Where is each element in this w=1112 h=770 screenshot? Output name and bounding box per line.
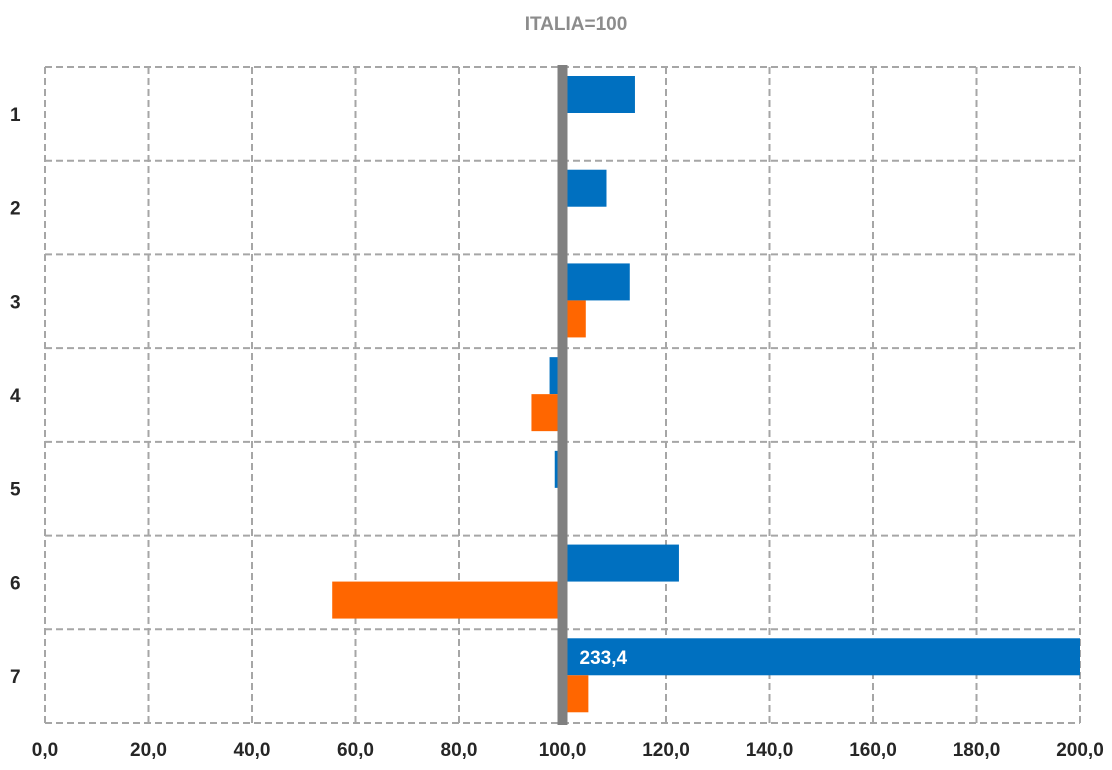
bar-series-1-cat-2 (567, 169, 607, 207)
chart-title: ITALIA=100 (524, 14, 628, 35)
x-tick-label: 20,0 (130, 740, 167, 761)
bar-series-2-cat-7 (567, 675, 589, 713)
category-label: 3 (10, 292, 21, 313)
x-tick-label: 100,0 (539, 740, 587, 761)
bar-series-1-cat-4 (549, 357, 558, 395)
x-tick-label: 140,0 (746, 740, 794, 761)
bar-series-2-cat-6 (332, 581, 558, 619)
x-tick-label: 0,0 (32, 740, 58, 761)
x-tick-label: 60,0 (337, 740, 374, 761)
x-tick-label: 160,0 (849, 740, 897, 761)
bar-series-2-cat-3 (567, 300, 586, 338)
bar-series-1-cat-5 (554, 450, 558, 488)
x-tick-label: 180,0 (953, 740, 1001, 761)
bar-series-1-cat-3 (567, 263, 630, 301)
category-label: 7 (10, 667, 21, 688)
x-tick-label: 80,0 (441, 740, 478, 761)
category-label: 1 (10, 105, 21, 126)
category-label: 2 (10, 199, 21, 220)
bar-series-1-cat-6 (567, 544, 679, 582)
category-label: 6 (10, 573, 21, 594)
x-tick-label: 40,0 (234, 740, 271, 761)
bar-series-1-cat-7 (567, 638, 1080, 676)
data-label: 233,4 (580, 648, 628, 669)
bar-series-1-cat-1 (567, 76, 635, 113)
x-tick-label: 200,0 (1056, 740, 1104, 761)
x-tick-label: 120,0 (642, 740, 690, 761)
category-label: 5 (10, 480, 21, 501)
bar-series-2-cat-4 (531, 394, 558, 432)
category-label: 4 (10, 386, 21, 407)
